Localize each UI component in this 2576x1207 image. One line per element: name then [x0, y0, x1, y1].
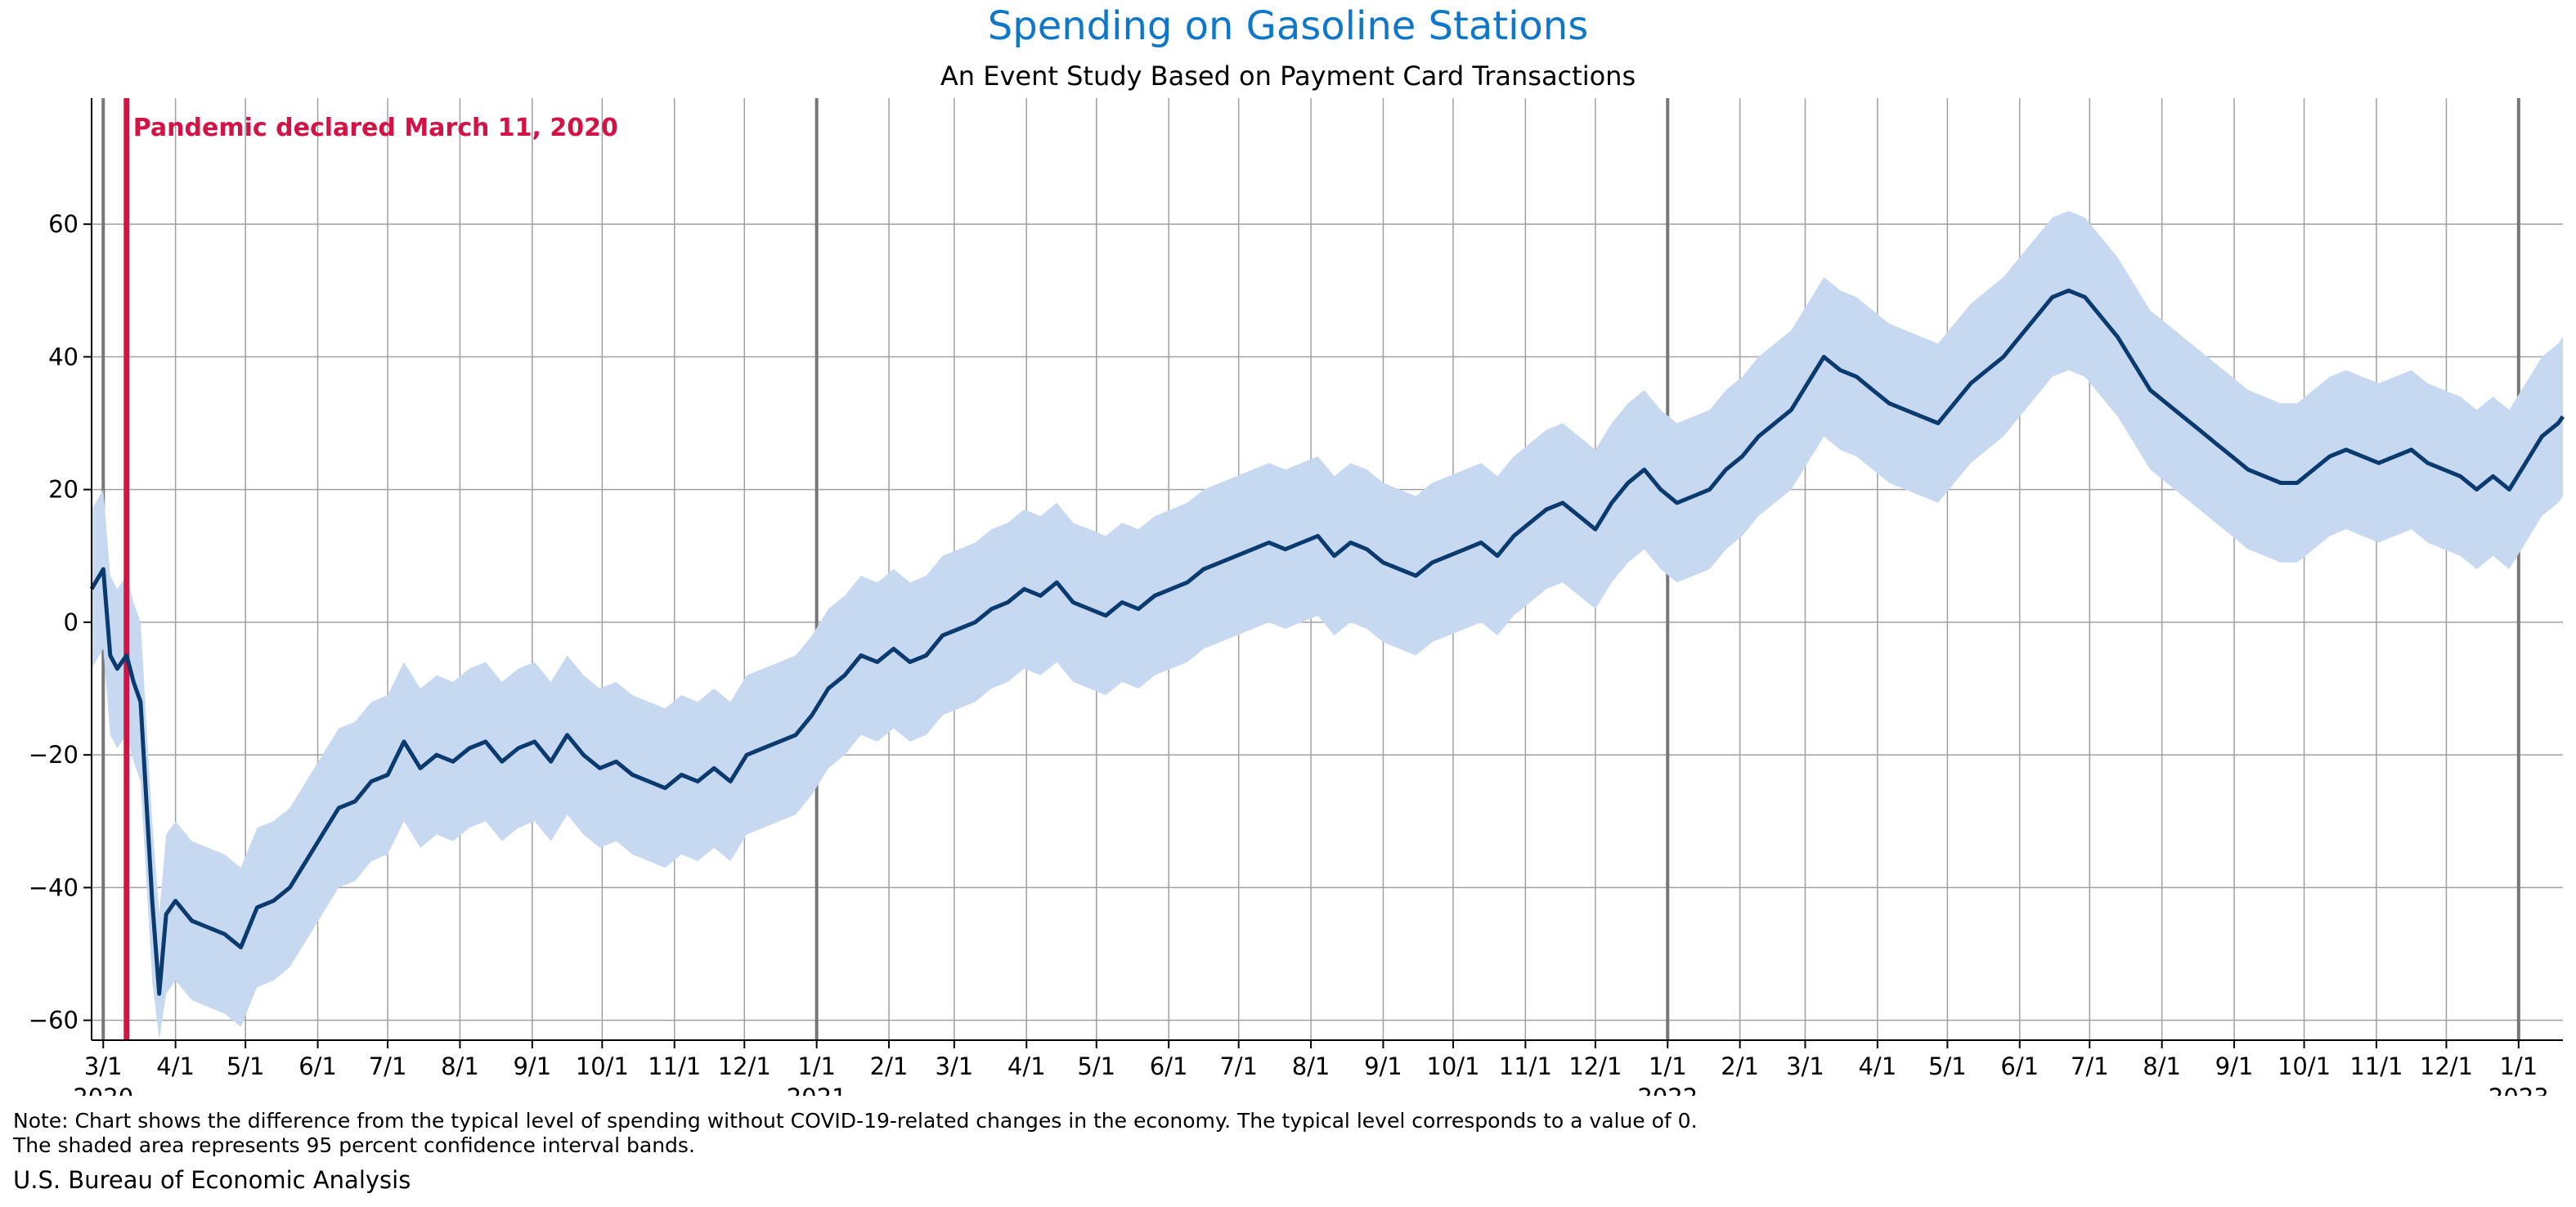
- chart-note: Note: Chart shows the difference from th…: [13, 1109, 1698, 1158]
- y-tick-label: 20: [48, 476, 79, 504]
- x-tick-label: 3/1: [1786, 1052, 1824, 1080]
- x-tick-label: 6/1: [2000, 1052, 2039, 1080]
- x-tick-label: 12/1: [2420, 1052, 2473, 1080]
- x-tick-label: 9/1: [513, 1052, 551, 1080]
- x-tick-label: 7/1: [1219, 1052, 1258, 1080]
- x-tick-label: 7/1: [2071, 1052, 2109, 1080]
- x-tick-label: 11/1: [2349, 1052, 2403, 1080]
- event-layer: Pandemic declared March 11, 2020: [123, 98, 618, 1040]
- x-tick-label: 10/1: [1426, 1052, 1479, 1080]
- confidence-band-layer: [92, 210, 2563, 1040]
- chart-title: Spending on Gasoline Stations: [987, 3, 1589, 49]
- x-tick-label: 11/1: [648, 1052, 701, 1080]
- x-tick-label: 1/1: [1649, 1052, 1687, 1080]
- x-tick-label: 12/1: [1568, 1052, 1622, 1080]
- series-line-layer: [89, 288, 2565, 996]
- chart-svg: Pandemic declared March 11, 2020 −60−40−…: [29, 98, 2565, 1096]
- x-tick-label: 5/1: [1928, 1052, 1967, 1080]
- x-tick-label: 9/1: [1364, 1052, 1402, 1080]
- x-tick-label: 10/1: [2278, 1052, 2331, 1080]
- y-tick-label: −20: [29, 741, 79, 769]
- x-tick-label: 3/1: [936, 1052, 974, 1080]
- x-year-label: 2021: [787, 1084, 847, 1096]
- x-tick-label: 5/1: [1077, 1052, 1115, 1080]
- x-tick-label: 2/1: [1721, 1052, 1759, 1080]
- confidence-band: [92, 210, 2563, 1040]
- x-tick-label: 6/1: [298, 1052, 337, 1080]
- x-tick-label: 12/1: [718, 1052, 771, 1080]
- x-tick-label: 5/1: [227, 1052, 265, 1080]
- x-tick-label: 9/1: [2215, 1052, 2254, 1080]
- x-tick-label: 8/1: [2143, 1052, 2181, 1080]
- x-tick-label: 3/1: [84, 1052, 123, 1080]
- x-tick-label: 10/1: [576, 1052, 629, 1080]
- x-tick-label: 8/1: [441, 1052, 479, 1080]
- x-tick-label: 7/1: [369, 1052, 407, 1080]
- y-tick-label: −60: [29, 1007, 79, 1034]
- x-tick-label: 1/1: [2499, 1052, 2538, 1080]
- note-line-2: The shaded area represents 95 percent co…: [13, 1133, 695, 1157]
- x-tick-label: 8/1: [1292, 1052, 1331, 1080]
- source-label: U.S. Bureau of Economic Analysis: [13, 1166, 411, 1194]
- x-tick-label: 1/1: [797, 1052, 836, 1080]
- event-label: Pandemic declared March 11, 2020: [133, 114, 618, 142]
- series-line: [89, 288, 2565, 996]
- y-tick-label: −40: [29, 873, 79, 901]
- y-tick-label: 60: [48, 210, 79, 238]
- axis-layer: −60 −40 −20 0 20 40 60 3/1 2020 4/1 5/1 6/1 7/1 8/1 9/…: [29, 98, 2563, 1096]
- y-tick-label: 40: [48, 343, 79, 370]
- x-tick-label: 4/1: [1858, 1052, 1896, 1080]
- x-tick-label: 4/1: [156, 1052, 195, 1080]
- x-year-label: 2022: [1637, 1084, 1698, 1096]
- x-tick-label: 2/1: [870, 1052, 909, 1080]
- note-line-1: Note: Chart shows the difference from th…: [13, 1109, 1698, 1133]
- x-tick-label: 4/1: [1008, 1052, 1046, 1080]
- x-year-label: 2023: [2488, 1084, 2549, 1096]
- y-tick-label: 0: [64, 608, 79, 636]
- x-year-label: 2020: [73, 1084, 133, 1096]
- x-tick-label: 6/1: [1150, 1052, 1188, 1080]
- chart-subtitle: An Event Study Based on Payment Card Tra…: [940, 61, 1636, 92]
- x-tick-label: 11/1: [1499, 1052, 1552, 1080]
